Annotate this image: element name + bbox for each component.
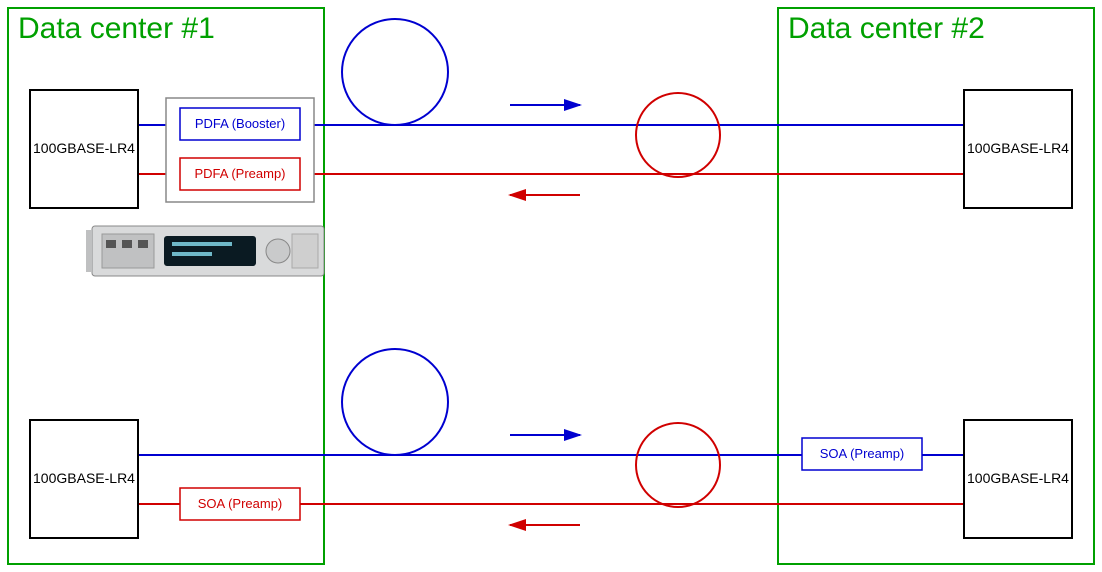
pdfa-preamp-box: PDFA (Preamp)	[180, 158, 300, 190]
node-label: 100GBASE-LR4	[967, 470, 1069, 486]
node-label: 100GBASE-LR4	[967, 140, 1069, 156]
fiber-coil-top-red	[636, 93, 720, 177]
diagram-canvas: Data center #1 Data center #2 100GBASE-L…	[0, 0, 1102, 572]
datacenter-2-title: Data center #2	[788, 12, 985, 45]
soa-preamp-right: SOA (Preamp)	[802, 438, 922, 470]
node-label: 100GBASE-LR4	[33, 140, 135, 156]
amp-label: SOA (Preamp)	[820, 446, 905, 461]
fiber-coil-bot-blue	[342, 349, 448, 455]
transceiver-top-left: 100GBASE-LR4	[30, 90, 138, 208]
transceiver-bot-left: 100GBASE-LR4	[30, 420, 138, 538]
amp-label: PDFA (Preamp)	[194, 166, 285, 181]
amp-label: SOA (Preamp)	[198, 496, 283, 511]
fiber-coil-bot-red	[636, 423, 720, 507]
amp-label: PDFA (Booster)	[195, 116, 285, 131]
datacenter-1-title: Data center #1	[18, 12, 215, 45]
fiber-coil-top-blue	[342, 19, 448, 125]
transceiver-top-right: 100GBASE-LR4	[964, 90, 1072, 208]
pdfa-booster-box: PDFA (Booster)	[180, 108, 300, 140]
rack-device	[86, 226, 324, 276]
transceiver-bot-right: 100GBASE-LR4	[964, 420, 1072, 538]
node-label: 100GBASE-LR4	[33, 470, 135, 486]
soa-preamp-left: SOA (Preamp)	[180, 488, 300, 520]
